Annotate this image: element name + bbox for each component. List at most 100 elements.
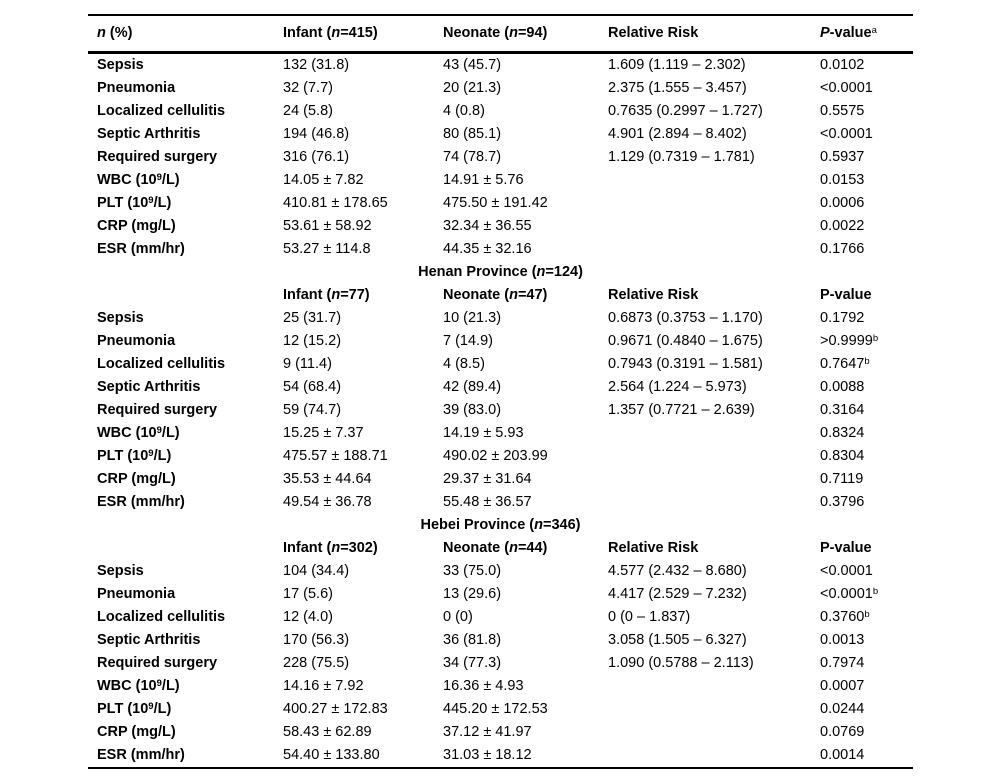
- p-value-cell: 0.1766: [820, 238, 913, 261]
- p-value-cell: <0.0001: [820, 77, 913, 100]
- text-segment: 37.12 ± 41.97: [443, 724, 532, 740]
- relative-risk-cell: [608, 698, 820, 722]
- text-segment: 0.5937: [820, 149, 865, 165]
- text-segment: Infant (: [283, 287, 332, 303]
- text-segment: 0.1766: [820, 241, 865, 257]
- infant-header: Infant (n=302): [283, 537, 443, 560]
- text-segment: 35.53 ± 44.64: [283, 471, 372, 487]
- row-label-cell: CRP (mg/L): [88, 215, 283, 238]
- table-row: Required surgery 59 (74.7) 39 (83.0) 1.357 …: [88, 399, 913, 422]
- p-value-cell: 0.5575: [820, 100, 913, 123]
- relative-risk-cell: 0.7635 (0.2997 – 1.727): [608, 100, 820, 123]
- p-value-cell: 0.1792: [820, 307, 913, 330]
- text-segment: 0.6873 (0.3753 – 1.170): [608, 310, 763, 326]
- text-segment: =77): [340, 287, 370, 303]
- text-segment: 4 (8.5): [443, 356, 485, 372]
- text-segment: 59 (74.7): [283, 402, 342, 418]
- infant-cell: 59 (74.7): [283, 399, 443, 422]
- table-row: Septic Arthritis 194 (46.8) 80 (85.1) 4.901…: [88, 123, 913, 146]
- table-row: Localized cellulitis 12 (4.0) 0 (0) 0 (0 – …: [88, 606, 913, 629]
- text-segment: /L): [161, 678, 180, 694]
- table-row: Required surgery 316 (76.1) 74 (78.7) 1.129…: [88, 146, 913, 169]
- text-segment: =44): [517, 540, 548, 556]
- infant-cell: 58.43 ± 62.89: [283, 721, 443, 744]
- p-value-cell: 0.3796: [820, 491, 913, 514]
- text-segment: 74 (78.7): [443, 149, 502, 165]
- text-segment: CRP (mg/L): [97, 724, 176, 740]
- p-value-cell: 0.0013: [820, 629, 913, 652]
- infant-cell: 15.25 ± 7.37: [283, 422, 443, 446]
- text-segment: /L): [153, 448, 172, 464]
- p-value-cell: 0.3164: [820, 399, 913, 422]
- text-segment: Henan Province (: [418, 264, 537, 280]
- text-segment: 170 (56.3): [283, 632, 350, 648]
- text-segment: 10 (21.3): [443, 310, 502, 326]
- relative-risk-cell: 1.609 (1.119 – 2.302): [608, 54, 820, 77]
- text-segment: 0.3164: [820, 402, 865, 418]
- relative-risk-cell: [608, 445, 820, 469]
- text-segment: =346): [542, 517, 581, 533]
- table-row: CRP (mg/L) 58.43 ± 62.89 37.12 ± 41.97 0.07…: [88, 721, 913, 744]
- text-segment: 9: [148, 194, 154, 206]
- text-segment: 33 (75.0): [443, 563, 502, 579]
- text-segment: 4.417 (2.529 – 7.232): [608, 586, 747, 602]
- relative-risk-cell: 4.417 (2.529 – 7.232): [608, 583, 820, 607]
- relative-risk-cell: [608, 744, 820, 767]
- text-segment: 0.3796: [820, 494, 865, 510]
- p-value-cell: 0.0102: [820, 54, 913, 77]
- text-segment: 7 (14.9): [443, 333, 493, 349]
- row-label-cell: Localized cellulitis: [88, 100, 283, 123]
- text-segment: PLT (10: [97, 448, 149, 464]
- text-segment: 1.357 (0.7721 – 2.639): [608, 402, 755, 418]
- p-value-cell: >0.9999b: [820, 330, 913, 354]
- row-label-cell: WBC (109/L): [88, 169, 283, 193]
- text-segment: 445.20 ± 172.53: [443, 701, 548, 717]
- text-segment: 4 (0.8): [443, 103, 485, 119]
- section-title-row: Hebei Province (n=346): [88, 514, 913, 537]
- row-label-cell: Septic Arthritis: [88, 629, 283, 652]
- text-segment: 9: [148, 700, 154, 712]
- row-label-cell: Septic Arthritis: [88, 376, 283, 399]
- text-segment: a: [871, 24, 877, 36]
- text-segment: 4.901 (2.894 – 8.402): [608, 126, 747, 142]
- text-segment: Sepsis: [97, 310, 144, 326]
- text-segment: n: [509, 25, 518, 41]
- p-value-cell: 0.8304: [820, 445, 913, 469]
- table-row: CRP (mg/L) 35.53 ± 44.64 29.37 ± 31.64 0.71…: [88, 468, 913, 491]
- text-segment: =94): [517, 25, 548, 41]
- text-segment: 0.3760: [820, 609, 865, 625]
- text-segment: 42 (89.4): [443, 379, 502, 395]
- text-segment: 194 (46.8): [283, 126, 350, 142]
- table-row: WBC (109/L) 15.25 ± 7.37 14.19 ± 5.93 0.832…: [88, 422, 913, 445]
- text-segment: 14.91 ± 5.76: [443, 172, 524, 188]
- text-segment: 31.03 ± 18.12: [443, 747, 532, 763]
- text-segment: ESR (mm/hr): [97, 747, 185, 763]
- neonate-cell: 490.02 ± 203.99: [443, 445, 608, 469]
- table-row: Sepsis 25 (31.7) 10 (21.3) 0.6873 (0.3753 –…: [88, 307, 913, 330]
- text-segment: b: [864, 355, 870, 367]
- infant-header: Infant (n=415): [283, 16, 443, 52]
- section-title-row: Henan Province (n=124): [88, 261, 913, 284]
- text-segment: 228 (75.5): [283, 655, 350, 671]
- section-subheader-row: Infant (n=77) Neonate (n=47) Relative Risk…: [88, 284, 913, 307]
- text-segment: 1.129 (0.7319 – 1.781): [608, 149, 755, 165]
- table-row: Sepsis 132 (31.8) 43 (45.7) 1.609 (1.119 – …: [88, 54, 913, 77]
- text-segment: 80 (85.1): [443, 126, 502, 142]
- table-row: Septic Arthritis 54 (68.4) 42 (89.4) 2.564 …: [88, 376, 913, 399]
- row-label-cell: CRP (mg/L): [88, 721, 283, 744]
- infant-cell: 12 (4.0): [283, 606, 443, 630]
- text-segment: /L): [161, 425, 180, 441]
- text-segment: 132 (31.8): [283, 57, 350, 73]
- neonate-cell: 7 (14.9): [443, 330, 608, 354]
- text-segment: Neonate (: [443, 540, 510, 556]
- neonate-cell: 475.50 ± 191.42: [443, 192, 608, 216]
- relative-risk-cell: 2.564 (1.224 – 5.973): [608, 376, 820, 399]
- infant-cell: 316 (76.1): [283, 146, 443, 169]
- text-segment: P: [820, 25, 830, 41]
- row-label-cell: Septic Arthritis: [88, 123, 283, 146]
- infant-cell: 53.61 ± 58.92: [283, 215, 443, 238]
- p-value-cell: 0.0769: [820, 721, 913, 744]
- text-segment: 0.7647: [820, 356, 865, 372]
- p-value-cell: <0.0001: [820, 123, 913, 146]
- neonate-cell: 33 (75.0): [443, 560, 608, 583]
